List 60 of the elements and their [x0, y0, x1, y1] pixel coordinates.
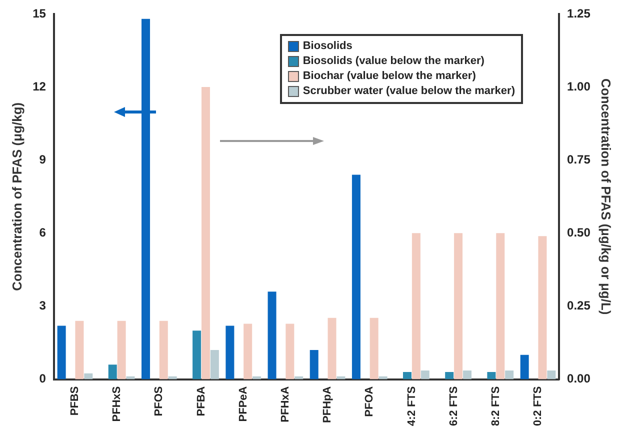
bar [192, 330, 202, 380]
bar [547, 370, 556, 380]
bar [487, 372, 496, 380]
bar [108, 364, 117, 380]
bar [159, 320, 168, 380]
bar [445, 372, 454, 380]
y2-tick-label: 0.50 [567, 225, 591, 240]
bar [328, 318, 336, 380]
bar [268, 292, 276, 380]
y2-axis-title: Concentration of PFAS (μg/kg or μg/L) [598, 78, 614, 315]
x-tick-label: PFOA [364, 386, 376, 417]
bar [352, 174, 360, 380]
legend-label: Scrubber water (value below the marker) [302, 84, 515, 99]
x-tick-label: PFPeA [237, 386, 250, 422]
bar [462, 370, 472, 380]
y-axis-title: Concentration of PFAS (μg/kg) [9, 102, 24, 291]
bar [538, 236, 547, 380]
bar [57, 326, 66, 380]
x-tick-label: PFHxS [111, 386, 124, 422]
y2-tick-label: 0.25 [567, 298, 591, 313]
x-tick-label: 4:2 FTS [406, 386, 418, 426]
x-tick-label: PFBS [69, 386, 82, 416]
bar [201, 87, 210, 380]
y2-tick-label: 1.00 [567, 79, 591, 94]
bar [244, 324, 252, 380]
bar [496, 233, 505, 380]
bar [520, 354, 529, 380]
bar [454, 233, 463, 380]
y-tick-label: 12 [32, 79, 46, 94]
y2-tick-label: 0.75 [567, 152, 591, 166]
legend-label: Biochar (value below the marker) [302, 69, 476, 84]
bar [226, 326, 234, 380]
bar [286, 324, 294, 380]
bar [420, 370, 430, 380]
bar [370, 318, 378, 380]
y-tick-label: 0 [39, 372, 46, 386]
x-tick-label: PFHxA [279, 386, 292, 422]
y-tick-label: 3 [39, 298, 46, 313]
legend-label: Biosolids (value below the marker) [302, 54, 484, 69]
bar [505, 370, 514, 380]
y2-tick-label: 1.25 [567, 6, 591, 20]
bar [210, 350, 219, 380]
y-tick-label: 9 [39, 152, 46, 166]
x-tick-label: 6:2 FTS [448, 386, 460, 426]
bar [142, 18, 150, 380]
legend-label: Biosolids [302, 39, 352, 54]
bar [403, 372, 412, 380]
x-tick-label: 0:2 FTS [532, 386, 544, 426]
x-tick-label: 8:2 FTS [490, 386, 502, 426]
bar [412, 233, 420, 380]
x-tick-label: PFOS [153, 386, 166, 416]
y-tick-label: 6 [39, 225, 46, 240]
x-tick-label: PFBA [195, 386, 208, 416]
y-tick-label: 15 [32, 6, 46, 20]
x-tick-label: PFHpA [322, 386, 334, 423]
bar [117, 320, 126, 380]
y2-tick-label: 0.00 [567, 372, 591, 386]
bar [84, 373, 93, 380]
bar [310, 350, 318, 380]
bar [75, 320, 84, 380]
